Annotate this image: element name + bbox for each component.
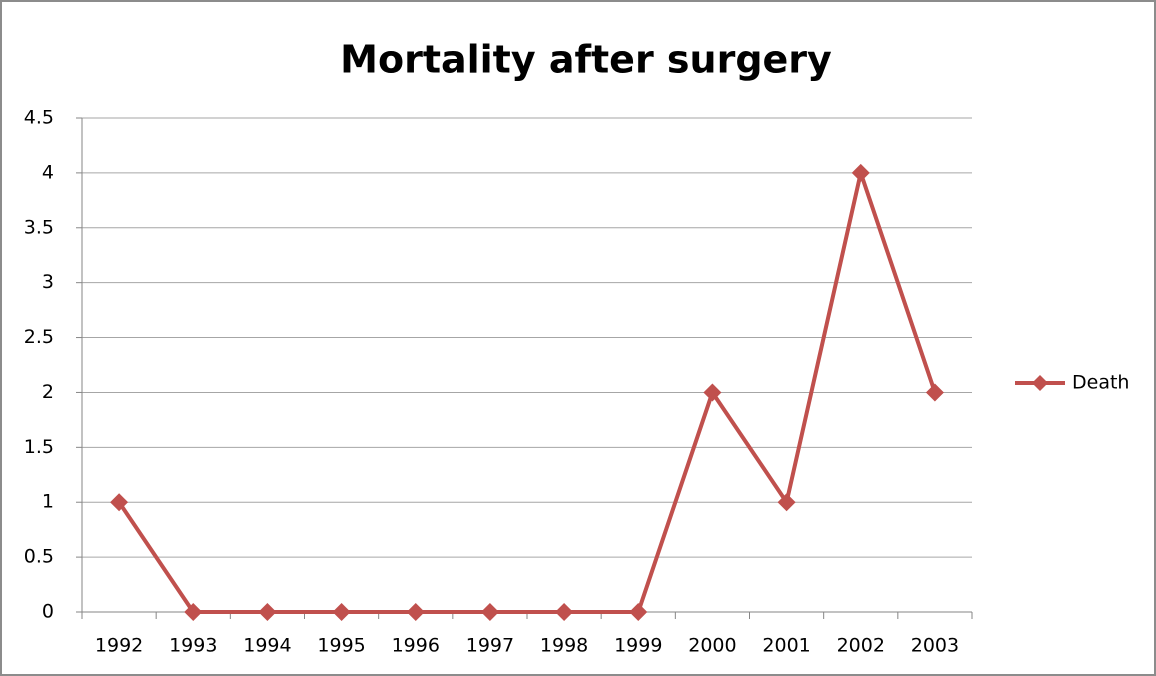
x-tick-label: 1997 — [466, 635, 514, 657]
x-tick-label: 2002 — [837, 635, 885, 657]
y-tick-label: 3 — [42, 271, 54, 293]
data-point — [406, 603, 425, 621]
data-point — [703, 383, 722, 402]
y-tick-label: 2.5 — [24, 326, 54, 348]
y-tick-label: 0.5 — [24, 546, 54, 568]
chart-title: Mortality after surgery — [340, 38, 832, 82]
data-point — [555, 603, 574, 621]
data-point — [110, 493, 129, 512]
x-tick-label: 1994 — [243, 635, 291, 657]
x-tick-label: 1998 — [540, 635, 588, 657]
data-point — [629, 603, 648, 621]
data-point — [851, 163, 870, 182]
x-tick-label: 1999 — [614, 635, 662, 657]
y-tick-label: 3.5 — [24, 216, 54, 238]
x-tick-label: 1996 — [392, 635, 440, 657]
data-point — [777, 493, 796, 512]
data-point — [925, 383, 944, 402]
y-tick-label: 4.5 — [24, 107, 54, 129]
x-tick-label: 2003 — [911, 635, 959, 657]
data-point — [332, 603, 351, 621]
x-tick-label: 2000 — [688, 635, 736, 657]
x-tick-label: 1995 — [317, 635, 365, 657]
x-tick-label: 2001 — [762, 635, 810, 657]
y-tick-label: 1 — [42, 491, 54, 513]
y-tick-label: 2 — [42, 381, 54, 403]
y-tick-label: 4 — [42, 161, 54, 183]
y-tick-label: 0 — [42, 601, 54, 623]
series-line — [117, 170, 937, 614]
x-tick-label: 1992 — [95, 635, 143, 657]
data-point — [184, 603, 203, 621]
data-point — [258, 603, 277, 621]
data-point — [480, 603, 499, 621]
legend-label: Death — [1072, 372, 1129, 394]
y-tick-label: 1.5 — [24, 436, 54, 458]
legend-marker — [1032, 375, 1048, 391]
x-tick-label: 1993 — [169, 635, 217, 657]
